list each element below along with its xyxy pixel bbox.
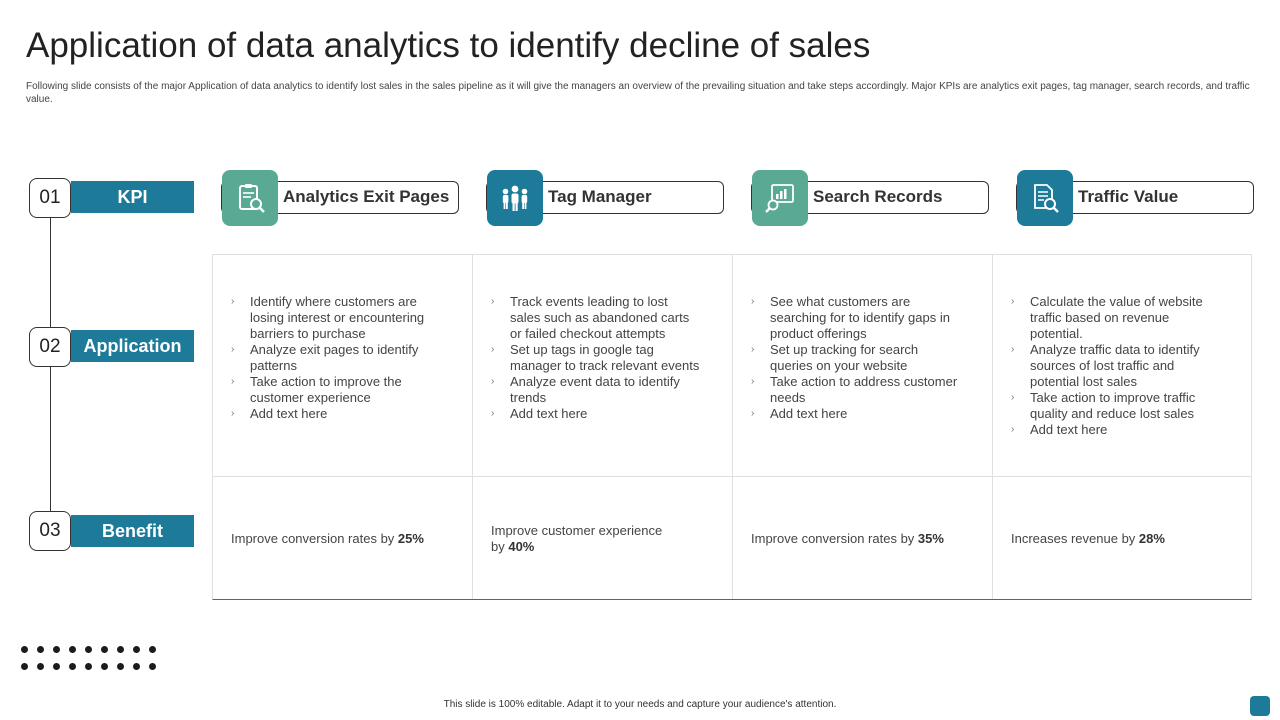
chart-search-icon (752, 170, 808, 226)
benefit-value: 28% (1138, 531, 1165, 546)
list-item: Take action to improve traffic quality a… (1011, 390, 1221, 422)
list-item: Add text here (491, 406, 701, 422)
list-item: See what customers are searching for to … (751, 294, 961, 342)
corner-badge (1250, 696, 1270, 716)
list-item: Take action to address customer needs (751, 374, 961, 406)
benefit-tag-manager: Improve customer experience by 40% (491, 523, 663, 554)
row-number-kpi: 01 (29, 178, 71, 218)
footer-note: This slide is 100% editable. Adapt it to… (443, 699, 837, 710)
list-item: Add text here (751, 406, 961, 422)
kpi-title: Search Records (813, 187, 943, 206)
list-item: Identify where customers are losing inte… (231, 294, 441, 342)
benefit-search-records: Improve conversion rates by 35% (751, 531, 944, 546)
document-search-icon (1017, 170, 1073, 226)
benefit-analytics-exit-pages: Improve conversion rates by 25% (231, 531, 424, 546)
kpi-title: Tag Manager (548, 187, 652, 206)
row-label-application: Application (71, 330, 194, 362)
list-item: Take action to improve the customer expe… (231, 374, 441, 406)
application-list-search-records: See what customers are searching for to … (751, 294, 961, 422)
page-subtitle: Following slide consists of the major Ap… (26, 81, 1250, 105)
row-label-benefit: Benefit (71, 515, 194, 547)
list-item: Track events leading to lost sales such … (491, 294, 701, 342)
row-label-kpi: KPI (71, 181, 194, 213)
kpi-title: Analytics Exit Pages (283, 187, 450, 206)
list-item: Add text here (1011, 422, 1221, 438)
team-icon (487, 170, 543, 226)
list-item: Add text here (231, 406, 441, 422)
row-number-application: 02 (29, 327, 71, 367)
kpi-title: Traffic Value (1078, 187, 1179, 206)
clipboard-search-icon (222, 170, 278, 226)
row-divider (213, 476, 1251, 477)
application-list-analytics-exit-pages: Identify where customers are losing inte… (231, 294, 441, 422)
list-item: Analyze traffic data to identify sources… (1011, 342, 1221, 390)
page-title: Application of data analytics to identif… (26, 26, 871, 65)
benefit-value: 25% (397, 531, 424, 546)
column-divider (992, 255, 993, 599)
benefit-value: 40% (508, 539, 535, 554)
application-list-tag-manager: Track events leading to lost sales such … (491, 294, 701, 422)
column-divider (732, 255, 733, 599)
content-grid: Identify where customers are losing inte… (212, 254, 1252, 600)
list-item: Set up tracking for search queries on yo… (751, 342, 961, 374)
list-item: Calculate the value of website traffic b… (1011, 294, 1221, 342)
row-number-benefit: 03 (29, 511, 71, 551)
column-divider (472, 255, 473, 599)
list-item: Analyze exit pages to identify patterns (231, 342, 441, 374)
benefit-value: 35% (917, 531, 944, 546)
list-item: Analyze event data to identify trends (491, 374, 701, 406)
benefit-traffic-value: Increases revenue by 28% (1011, 531, 1165, 546)
application-list-traffic-value: Calculate the value of website traffic b… (1011, 294, 1221, 438)
list-item: Set up tags in google tag manager to tra… (491, 342, 701, 374)
